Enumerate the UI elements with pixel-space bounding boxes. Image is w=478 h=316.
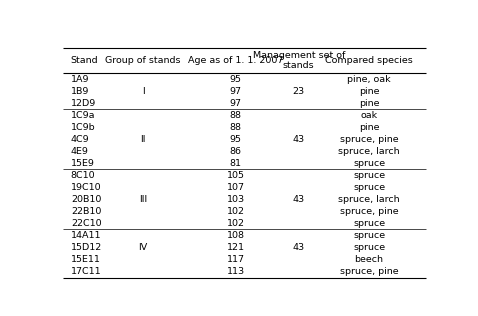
Text: 43: 43 [293,243,305,252]
Text: Stand: Stand [71,56,98,65]
Text: 88: 88 [230,123,242,132]
Text: spruce: spruce [353,171,385,180]
Text: 22B10: 22B10 [71,207,101,216]
Text: Management set of
stands: Management set of stands [252,51,345,70]
Text: 23: 23 [293,87,305,96]
Text: spruce: spruce [353,219,385,228]
Text: II: II [141,135,146,144]
Text: 15D12: 15D12 [71,243,102,252]
Text: Group of stands: Group of stands [105,56,181,65]
Text: 1B9: 1B9 [71,87,89,96]
Text: spruce, larch: spruce, larch [338,195,400,204]
Text: 12D9: 12D9 [71,99,96,108]
Text: III: III [139,195,147,204]
Text: spruce: spruce [353,243,385,252]
Text: 1C9b: 1C9b [71,123,96,132]
Text: pine: pine [359,87,380,96]
Text: 4C9: 4C9 [71,135,89,144]
Text: 20B10: 20B10 [71,195,101,204]
Text: 88: 88 [230,111,242,120]
Text: 105: 105 [227,171,245,180]
Text: 15E9: 15E9 [71,159,95,168]
Text: 19C10: 19C10 [71,183,101,192]
Text: 121: 121 [227,243,245,252]
Text: spruce, pine: spruce, pine [340,135,398,144]
Text: 107: 107 [227,183,245,192]
Text: 102: 102 [227,207,245,216]
Text: spruce: spruce [353,159,385,168]
Text: IV: IV [139,243,148,252]
Text: 108: 108 [227,231,245,240]
Text: 4E9: 4E9 [71,147,89,156]
Text: 14A11: 14A11 [71,231,101,240]
Text: 22C10: 22C10 [71,219,101,228]
Text: 86: 86 [230,147,242,156]
Text: 15E11: 15E11 [71,255,101,264]
Text: beech: beech [355,255,383,264]
Text: 81: 81 [230,159,242,168]
Text: 1A9: 1A9 [71,75,89,84]
Text: Compared species: Compared species [325,56,413,65]
Text: pine: pine [359,99,380,108]
Text: pine, oak: pine, oak [347,75,391,84]
Text: oak: oak [360,111,378,120]
Text: 8C10: 8C10 [71,171,96,180]
Text: 1C9a: 1C9a [71,111,96,120]
Text: 43: 43 [293,195,305,204]
Text: pine: pine [359,123,380,132]
Text: spruce: spruce [353,231,385,240]
Text: spruce, pine: spruce, pine [340,207,398,216]
Text: 97: 97 [230,99,242,108]
Text: I: I [141,87,144,96]
Text: spruce, larch: spruce, larch [338,147,400,156]
Text: 103: 103 [227,195,245,204]
Text: 117: 117 [227,255,245,264]
Text: 97: 97 [230,87,242,96]
Text: 95: 95 [230,135,242,144]
Text: 43: 43 [293,135,305,144]
Text: 17C11: 17C11 [71,267,101,276]
Text: 102: 102 [227,219,245,228]
Text: spruce, pine: spruce, pine [340,267,398,276]
Text: 113: 113 [227,267,245,276]
Text: 95: 95 [230,75,242,84]
Text: Age as of 1. 1. 2007: Age as of 1. 1. 2007 [188,56,283,65]
Text: spruce: spruce [353,183,385,192]
